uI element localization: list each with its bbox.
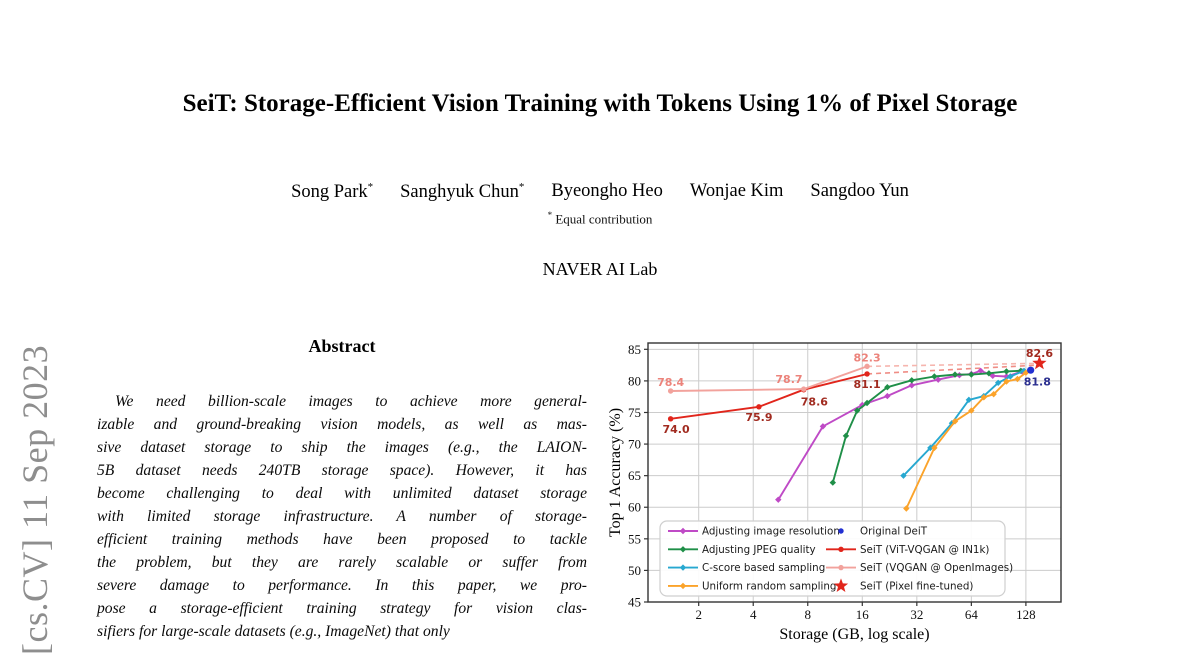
series-seit-pixel-fine-tuned (1032, 355, 1047, 370)
paper-title: SeiT: Storage-Efficient Vision Training … (182, 90, 1018, 117)
y-tick-label: 85 (628, 342, 641, 357)
abstract-line: the problem, but they are rarely scalabl… (97, 554, 587, 571)
author-byeongho-heo: Byeongho Heo (551, 181, 663, 201)
abstract-body: We need billion-scale images to achieve … (97, 390, 587, 643)
legend-item-adjusting-image-resolution: Adjusting image resolution (668, 526, 840, 538)
equal-contribution-note: * Equal contribution (0, 210, 1200, 227)
svg-text:Original DeiT: Original DeiT (860, 526, 928, 538)
svg-text:Adjusting image resolution: Adjusting image resolution (702, 526, 840, 538)
abstract-line: with limited storage infrastructure. A n… (97, 508, 587, 525)
affiliation: NAVER AI Lab (542, 259, 658, 279)
series-original-deit (1027, 366, 1035, 374)
y-tick-label: 55 (628, 531, 641, 546)
y-axis-label: Top 1 Accuracy (%) (608, 408, 624, 537)
x-tick-label: 8 (805, 607, 812, 622)
legend-item-adjusting-jpeg-quality: Adjusting JPEG quality (668, 544, 816, 556)
abstract-line: efficient training methods have been pro… (97, 531, 587, 548)
data-label-82.3: 82.3 (853, 351, 880, 364)
equal-contribution-mark: * (547, 210, 553, 220)
author-song-park: Song Park* (291, 181, 374, 203)
plot-frame (647, 342, 1062, 603)
author-sangdoo-yun: Sangdoo Yun (810, 181, 909, 201)
data-label-82.6: 82.6 (1026, 347, 1053, 360)
x-tick-label: 4 (750, 607, 757, 622)
y-tick-label: 80 (628, 373, 641, 388)
y-tick-label: 65 (628, 468, 641, 483)
storage-accuracy-chart: 2 4 8 16 32 64 128 45 50 55 60 65 70 75 80 85 Storage (G… (607, 342, 1062, 643)
y-tick-label: 50 (628, 563, 641, 578)
legend-item-seit-vit-vqgan-in1k: SeiT (ViT-VQGAN @ IN1k) (826, 544, 989, 556)
legend-item-original-deit: Original DeiT (838, 526, 928, 538)
series-seit-vqgan-openimages (667, 363, 870, 394)
plot-grid (648, 343, 1061, 603)
dashed-extension (867, 362, 1039, 368)
svg-text:SeiT (VQGAN @ OpenImages): SeiT (VQGAN @ OpenImages) (860, 562, 1013, 574)
y-tick-label: 60 (628, 500, 641, 515)
svg-text:Uniform random sampling: Uniform random sampling (702, 580, 836, 592)
dashed-extension (867, 364, 1039, 375)
legend-item-seit-vqgan-openimages: SeiT (VQGAN @ OpenImages) (826, 562, 1013, 574)
abstract-line: 5B dataset needs 240TB storage space). H… (97, 462, 587, 479)
y-tick-label: 45 (628, 595, 641, 610)
x-tick-label: 16 (856, 607, 870, 622)
data-label-81.1: 81.1 (853, 378, 880, 391)
svg-text:SeiT (Pixel fine-tuned): SeiT (Pixel fine-tuned) (860, 580, 973, 592)
abstract-line: become challenging to deal with unlimite… (97, 485, 587, 502)
data-label-78.7: 78.7 (775, 373, 802, 386)
authors-row: Song Park* Sanghyuk Chun* Byeongho Heo Wonj… (0, 181, 1200, 203)
axes: 2 4 8 16 32 64 128 45 50 55 60 65 70 75 80 85 Storage (G… (607, 342, 1036, 643)
abstract-heading: Abstract (308, 336, 376, 356)
data-label-74.0: 74.0 (662, 423, 689, 436)
legend-item-seit-pixel-fine-tuned: SeiT (Pixel fine-tuned) (833, 578, 973, 592)
data-label-75.9: 75.9 (745, 411, 772, 424)
author-sanghyuk-chun: Sanghyuk Chun* (400, 181, 525, 203)
legend: Adjusting image resolution Adjusting JPEG… (659, 520, 1013, 597)
data-label-78.4: 78.4 (657, 376, 684, 389)
author-wonjae-kim: Wonjae Kim (689, 181, 784, 201)
abstract-line: izable and ground-breaking vision models… (97, 416, 587, 433)
abstract-line: sive dataset storage to ship the images … (97, 439, 587, 456)
series-uniform-random-sampling (903, 369, 1030, 512)
figure: 2 4 8 16 32 64 128 45 50 55 60 65 70 75 80 85 Storage (G… (607, 334, 1088, 647)
legend-item-c-score-based-sampling: C-score based sampling (668, 562, 825, 574)
x-tick-label: 2 (695, 607, 702, 622)
abstract-line: pose a storage-efficient training strate… (97, 600, 587, 617)
svg-text:Adjusting JPEG quality: Adjusting JPEG quality (702, 544, 816, 556)
abstract-line: severe damage to performance. In this pa… (97, 577, 587, 594)
y-tick-label: 70 (628, 437, 641, 452)
y-tick-label: 75 (628, 405, 641, 420)
svg-text:SeiT (ViT-VQGAN @ IN1k): SeiT (ViT-VQGAN @ IN1k) (860, 544, 989, 556)
equal-contribution-text: Equal contribution (555, 211, 653, 227)
legend-item-uniform-random-sampling: Uniform random sampling (668, 580, 836, 592)
abstract-line: sifiers for large-scale datasets (e.g., … (97, 623, 450, 640)
x-axis-label: Storage (GB, log scale) (779, 626, 929, 643)
arxiv-stamp: [cs.CV] 11 Sep 2023 (15, 344, 55, 655)
abstract-line: We need billion-scale images to achieve … (115, 393, 587, 410)
data-label-78.6: 78.6 (801, 396, 828, 409)
data-label-81.8: 81.8 (1024, 375, 1051, 388)
x-tick-label: 64 (965, 607, 979, 622)
svg-text:C-score based sampling: C-score based sampling (702, 562, 825, 574)
x-tick-label: 128 (1016, 607, 1036, 622)
x-tick-label: 32 (910, 607, 923, 622)
